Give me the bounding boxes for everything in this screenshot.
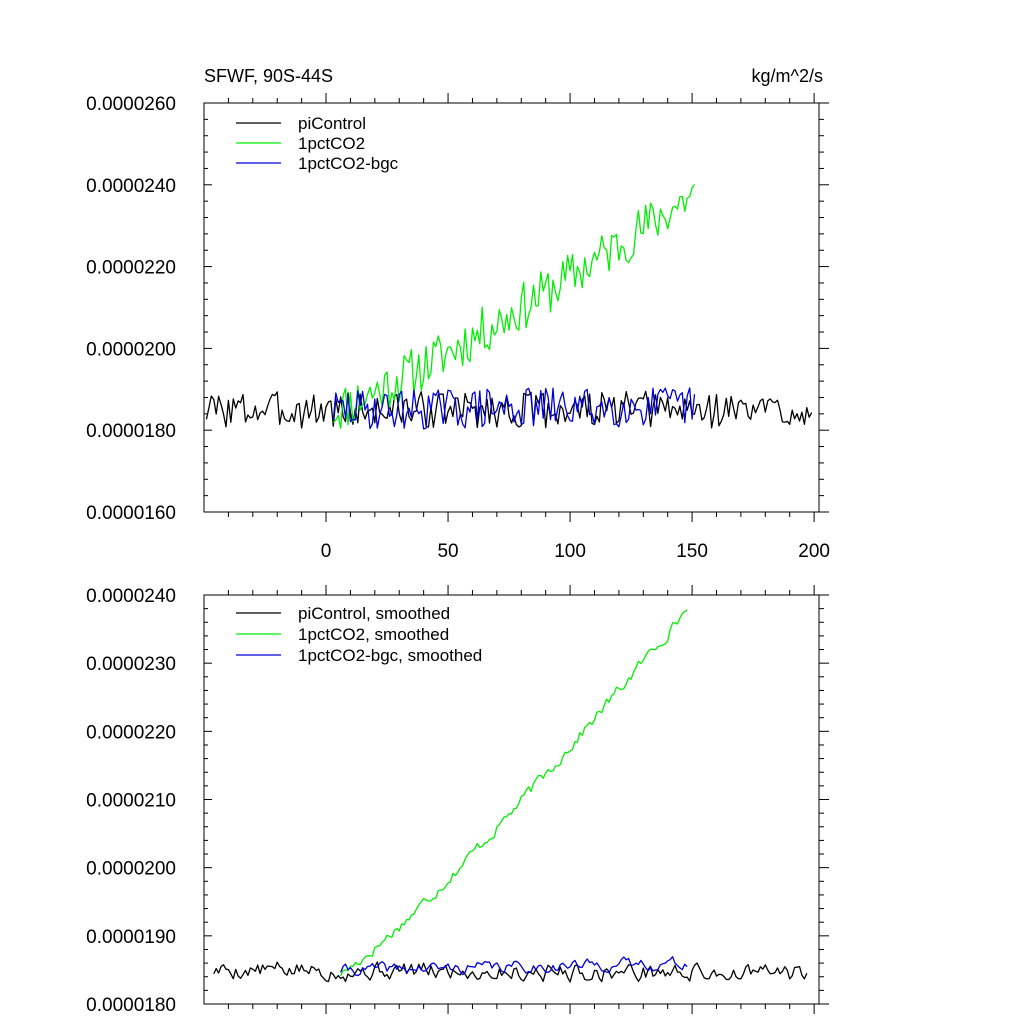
legend-label-1pctCO2: 1pctCO2, smoothed — [298, 625, 449, 644]
x-tick-label: 50 — [437, 541, 458, 562]
bottom-panel-legend: piControl, smoothed 1pctCO2, smoothed 1pct… — [236, 604, 482, 665]
bottom-panel-series — [213, 609, 808, 983]
y-tick-label: 0.0000200 — [86, 859, 176, 880]
x-tick-label: 0 — [321, 541, 332, 562]
x-tick-label: 150 — [676, 541, 708, 562]
y-tick-label: 0.0000220 — [86, 258, 176, 279]
top-panel-units: kg/m^2/s — [752, 66, 823, 86]
legend-label-piControl: piControl, smoothed — [298, 604, 450, 623]
series-line-1pctCO2-bgc — [332, 387, 696, 430]
top-panel-title: SFWF, 90S-44S — [204, 66, 333, 86]
y-tick-label: 0.0000200 — [86, 339, 176, 360]
series-line-piControl — [213, 961, 808, 983]
y-tick-label: 0.0000240 — [86, 176, 176, 197]
legend-label-1pctCO2-bgc: 1pctCO2-bgc — [298, 154, 399, 173]
y-tick-label: 0.0000220 — [86, 722, 176, 743]
series-line-1pctCO2 — [340, 609, 688, 977]
legend-label-1pctCO2-bgc: 1pctCO2-bgc, smoothed — [298, 646, 482, 665]
y-tick-label: 0.0000180 — [86, 421, 176, 442]
top-panel-series — [205, 184, 813, 430]
bottom-panel: 0.0000180 0.0000190 0.0000200 0.0000210 0.00… — [86, 585, 829, 1016]
series-line-1pctCO2-bgc — [340, 956, 688, 977]
y-tick-label: 0.0000190 — [86, 927, 176, 948]
y-tick-label: 0.0000230 — [86, 654, 176, 675]
series-line-piControl — [205, 390, 813, 429]
bottom-panel-ticks: 0.0000180 0.0000190 0.0000200 0.0000210 0.00… — [86, 585, 829, 1016]
legend-label-1pctCO2: 1pctCO2 — [298, 134, 365, 153]
y-tick-label: 0.0000160 — [86, 503, 176, 524]
y-tick-label: 0.0000240 — [86, 586, 176, 607]
top-panel: SFWF, 90S-44S kg/m^2/s 0.0000160 0.000018… — [86, 66, 830, 562]
top-panel-frame — [203, 102, 820, 513]
x-tick-label: 200 — [798, 541, 830, 562]
y-tick-label: 0.0000210 — [86, 791, 176, 812]
x-tick-label: 100 — [554, 541, 586, 562]
legend-label-piControl: piControl — [298, 114, 366, 133]
series-line-1pctCO2 — [332, 184, 696, 429]
y-tick-label: 0.0000260 — [86, 94, 176, 115]
top-panel-ticks: 0.0000160 0.0000180 0.0000200 0.0000220 0.00… — [86, 93, 830, 562]
y-tick-label: 0.0000180 — [86, 995, 176, 1016]
